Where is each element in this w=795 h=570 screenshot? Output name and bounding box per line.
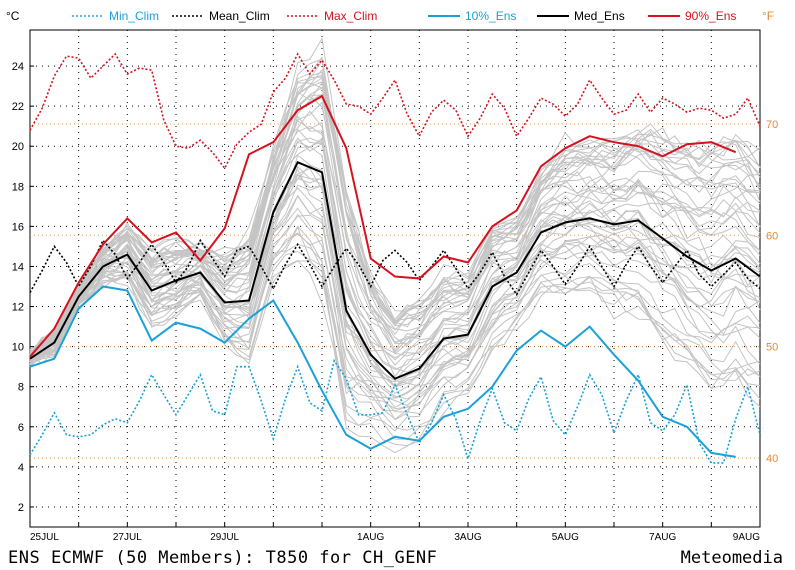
ensemble-member-line (29, 260, 761, 432)
ensemble-member-line (29, 250, 761, 431)
ensemble-member-line (29, 195, 761, 407)
ensemble-member-line (29, 115, 761, 361)
ensemble-member-line (29, 233, 761, 412)
series-line-max-clim (29, 52, 761, 170)
ensemble-members (29, 37, 761, 454)
y-tick-label: 6 (18, 422, 24, 434)
chart-credit: Meteomedia (680, 548, 783, 568)
series-line-90-ens (29, 94, 737, 358)
left-unit-label: °C (6, 9, 20, 23)
fahrenheit-tick-label: 40 (766, 453, 778, 465)
ensemble-member-line (29, 101, 761, 359)
y-tick-label: 18 (12, 181, 24, 193)
x-tick-label: 27JUL (113, 532, 142, 543)
ensemble-member-line (29, 128, 761, 361)
legend-label: Mean_Clim (209, 9, 270, 23)
x-tick-label: 7AUG (649, 532, 676, 543)
ensemble-member-line (29, 56, 761, 350)
ensemble-member-line (29, 37, 761, 357)
x-tick-label: 5AUG (552, 532, 579, 543)
series-group (29, 52, 761, 464)
ensemble-member-line (29, 225, 761, 447)
legend: Min_Clim Mean_Clim Max_Clim 10%_Ens Med_Ens 9… (72, 9, 736, 23)
legend-label: Med_Ens (574, 9, 625, 23)
y-tick-label: 14 (12, 261, 24, 273)
x-tick-label: 29JUL (210, 532, 239, 543)
ensemble-member-line (29, 226, 761, 440)
ensemble-member-line (29, 82, 761, 362)
series-line-mean-clim (29, 238, 761, 297)
ensemble-member-line (29, 207, 761, 415)
ensemble-member-line (29, 110, 761, 354)
series-line-med-ens (29, 161, 761, 380)
x-axis-ticks: 25JUL 27JUL 29JUL 1AUG 3AUG 5AUG 7AUG 9AUG (29, 523, 761, 543)
y-tick-label: 12 (12, 302, 24, 314)
series-line-min-clim (29, 358, 761, 464)
right-unit-label: °F (762, 9, 774, 23)
y-tick-label: 2 (18, 502, 24, 514)
y-tick-label: 8 (18, 382, 24, 394)
legend-label: 90%_Ens (685, 9, 736, 23)
chart-title: ENS ECMWF (50 Members): T850 for CH_GENF (8, 548, 438, 568)
ensemble-member-line (29, 137, 761, 359)
y-tick-label: 16 (12, 221, 24, 233)
ensemble-member-line (29, 232, 761, 420)
legend-label: 10%_Ens (465, 9, 516, 23)
ensemble-member-line (29, 260, 761, 454)
fahrenheit-axis-ticks: 40 50 60 70 (766, 119, 778, 465)
y-tick-label: 24 (12, 61, 24, 73)
legend-label: Min_Clim (109, 9, 159, 23)
ensemble-member-line (29, 167, 761, 388)
ensemble-member-line (29, 214, 761, 410)
x-tick-label: 1AUG (357, 532, 384, 543)
fahrenheit-tick-label: 60 (766, 230, 778, 242)
ensemble-member-line (29, 93, 761, 360)
ensemble-member-line (30, 174, 761, 383)
ensemble-member-line (29, 174, 760, 387)
fahrenheit-tick-label: 70 (766, 119, 778, 131)
x-tick-label: 25JUL (30, 532, 59, 543)
x-tick-label: 3AUG (454, 532, 481, 543)
y-tick-label: 10 (12, 342, 24, 354)
ensemble-member-line (29, 58, 761, 356)
y-tick-label: 22 (12, 101, 24, 113)
legend-label: Max_Clim (324, 9, 377, 23)
x-tick-label: 9AUG (733, 532, 760, 543)
grid (30, 30, 760, 527)
ensemble-member-line (29, 139, 761, 366)
y-tick-label: 20 (12, 141, 24, 153)
series-line-10-ens (29, 285, 736, 458)
ensemble-member-line (29, 137, 761, 370)
fahrenheit-tick-label: 50 (766, 342, 778, 354)
y-tick-label: 4 (18, 462, 24, 474)
